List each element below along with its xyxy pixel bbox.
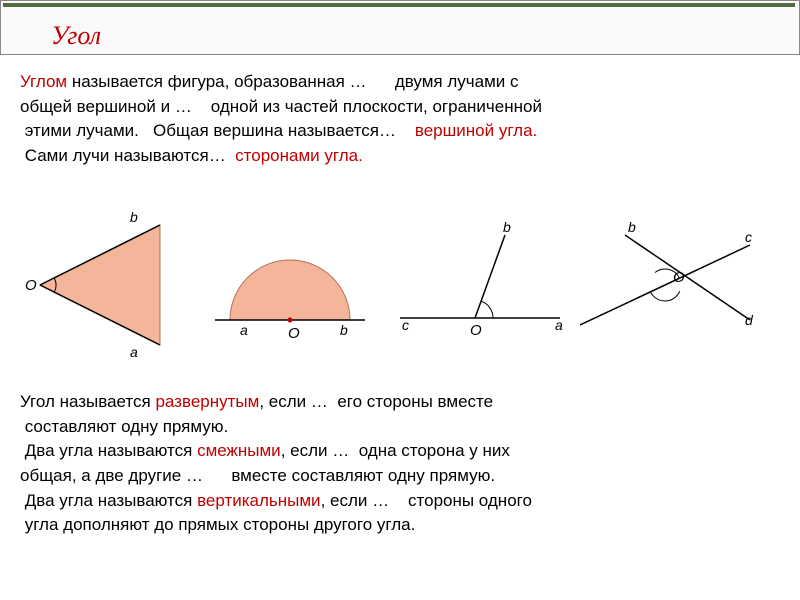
text: , если … [281, 441, 350, 460]
text: этими лучами. [25, 121, 139, 140]
svg-text:b: b [130, 210, 138, 225]
svg-text:c: c [745, 229, 752, 245]
text: двумя лучами с [395, 72, 519, 91]
text: вертикальными [197, 491, 321, 510]
svg-text:b: b [628, 219, 636, 235]
definition-block: Углом называется фигура, образованная … … [20, 70, 780, 169]
header: Угол [0, 0, 800, 55]
line-1: Углом называется фигура, образованная … … [20, 70, 780, 95]
text: называется фигура, образованная … [67, 72, 366, 91]
text: вершиной угла. [415, 121, 537, 140]
text: , если … [259, 392, 328, 411]
line-b5: Два угла называются вертикальными, если … [20, 489, 780, 514]
figures-row: O b a a b O a b c O c b d O [20, 210, 780, 360]
line-b4: общая, а две другие … вместе составляют … [20, 464, 780, 489]
text: развернутым [155, 392, 259, 411]
line-b1: Угол называется развернутым, если … его … [20, 390, 780, 415]
text: одной из частей плоскости, ограниченной [211, 97, 542, 116]
fig-vertical: c b d O [580, 210, 760, 360]
page-title: Угол [51, 21, 101, 51]
text: составляют одну прямую. [25, 417, 229, 436]
text: Два угла называются [25, 491, 197, 510]
svg-text:b: b [503, 219, 511, 235]
svg-text:a: a [240, 322, 248, 338]
line-2: общей вершиной и … одной из частей плоск… [20, 95, 780, 120]
svg-text:O: O [673, 269, 685, 286]
properties-block: Угол называется развернутым, если … его … [20, 390, 780, 538]
text: смежными [197, 441, 281, 460]
fig-adjacent: a b c O [390, 210, 570, 360]
line-3: этими лучами. Общая вершина называется… … [20, 119, 780, 144]
svg-text:d: d [745, 312, 754, 328]
svg-text:O: O [25, 277, 37, 294]
text: угла дополняют до прямых стороны другого… [25, 515, 416, 534]
svg-text:a: a [130, 344, 138, 360]
line-b2: составляют одну прямую. [20, 415, 780, 440]
text: сторонами угла. [235, 146, 363, 165]
text: Два угла называются [25, 441, 197, 460]
text: Угол называется [20, 392, 155, 411]
fig-straight-angle-fill: a b O [200, 210, 380, 360]
text: его стороны вместе [337, 392, 493, 411]
text: общей вершиной и … [20, 97, 192, 116]
text: Углом [20, 72, 67, 91]
text: общая, а две другие … [20, 466, 203, 485]
text: одна сторона у них [359, 441, 510, 460]
line-4: Сами лучи называются… сторонами угла. [20, 144, 780, 169]
fig-angle: O b a [20, 210, 190, 360]
svg-text:c: c [402, 317, 409, 333]
text: Сами лучи называются… [25, 146, 226, 165]
header-stripe [3, 3, 795, 7]
line-b6: угла дополняют до прямых стороны другого… [20, 513, 780, 538]
svg-text:O: O [288, 325, 300, 342]
text: вместе составляют одну прямую. [231, 466, 495, 485]
svg-text:b: b [340, 322, 348, 338]
text: стороны одного [408, 491, 532, 510]
line-b3: Два угла называются смежными, если … одн… [20, 439, 780, 464]
text: , если … [321, 491, 390, 510]
svg-text:a: a [555, 317, 563, 333]
text: Общая вершина называется… [153, 121, 396, 140]
svg-text:O: O [470, 322, 482, 339]
